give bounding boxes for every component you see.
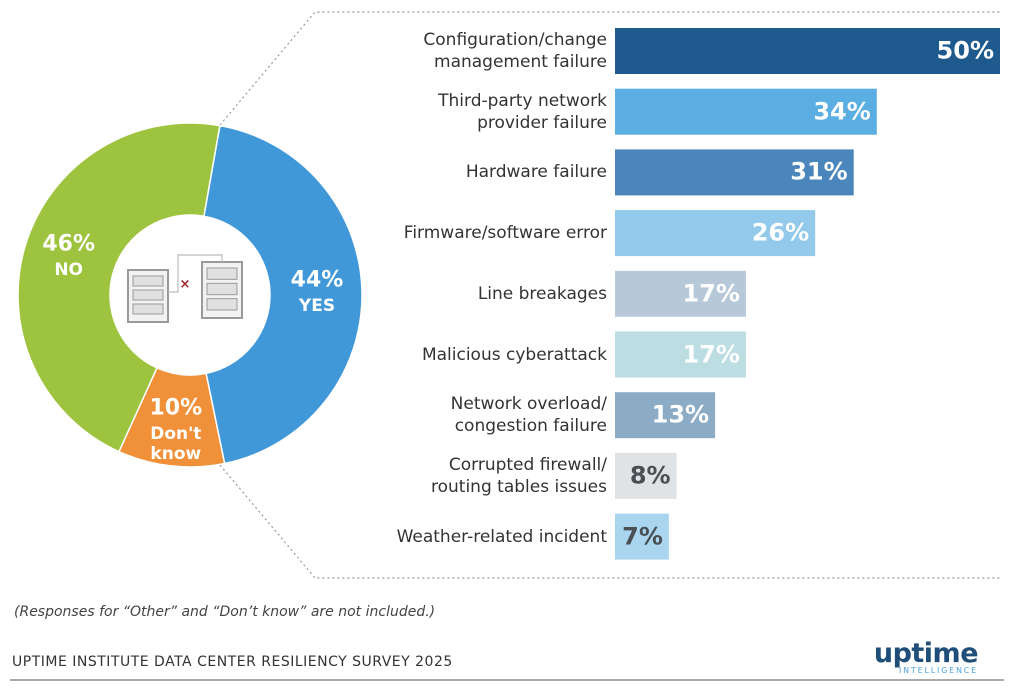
- value-label: 17%: [682, 339, 740, 368]
- bar: [615, 270, 746, 317]
- category-label: Line breakages: [477, 283, 607, 304]
- logo-subtitle: INTELLIGENCE: [898, 666, 978, 675]
- donut-slice: [17, 122, 221, 453]
- slice-category-label: YES: [298, 296, 336, 317]
- bar: [615, 28, 1000, 74]
- bar: [615, 331, 746, 378]
- bar: [615, 210, 816, 257]
- server-slot: [206, 298, 238, 311]
- category-label: Hardware failure: [465, 162, 607, 183]
- link-broken: ×: [180, 277, 191, 292]
- server-slot: [206, 282, 238, 296]
- slice-value-label: 10%: [149, 395, 203, 421]
- slice-value-label: 46%: [42, 231, 95, 257]
- bar: [615, 149, 854, 196]
- value-label: 7%: [622, 522, 663, 550]
- category-label: Network overload/ congestion failure: [450, 394, 607, 437]
- server-slot: [132, 275, 164, 287]
- category-label: Third-party network provider failure: [438, 90, 607, 133]
- logo: uptime: [873, 638, 979, 669]
- category-label: Malicious cyberattack: [421, 344, 607, 365]
- footnote: (Responses for “Other” and “Don’t know” …: [14, 604, 436, 620]
- value-label: 17%: [682, 279, 740, 308]
- server-slot: [132, 303, 164, 315]
- donut-slice: [203, 124, 363, 465]
- server-link: [168, 254, 223, 293]
- server-slot: [132, 289, 164, 301]
- category-label: Firmware/software error: [403, 223, 607, 244]
- category-label: Corrupted firewall/ routing tables issue…: [431, 454, 607, 497]
- bar: [615, 392, 716, 439]
- value-label: 13%: [651, 400, 710, 429]
- slice-category-label: NO: [54, 260, 84, 281]
- source: UPTIME INSTITUTE DATA CENTER RESILIENCY …: [12, 654, 453, 670]
- value-label: 50%: [936, 36, 994, 65]
- value-label: 31%: [790, 157, 848, 186]
- category-label: Weather-related incident: [396, 526, 607, 547]
- bar: [615, 513, 669, 560]
- donut-hole: [112, 217, 268, 373]
- server-slot: [206, 267, 238, 280]
- slice-category-label: Don't know: [150, 424, 202, 464]
- value-label: 34%: [813, 97, 871, 126]
- category-label: Configuration/change management failure: [423, 29, 607, 72]
- value-label: 8%: [629, 461, 671, 490]
- bar: [615, 452, 677, 499]
- bar: [615, 88, 877, 135]
- value-label: 26%: [751, 218, 810, 247]
- slice-value-label: 44%: [290, 267, 344, 293]
